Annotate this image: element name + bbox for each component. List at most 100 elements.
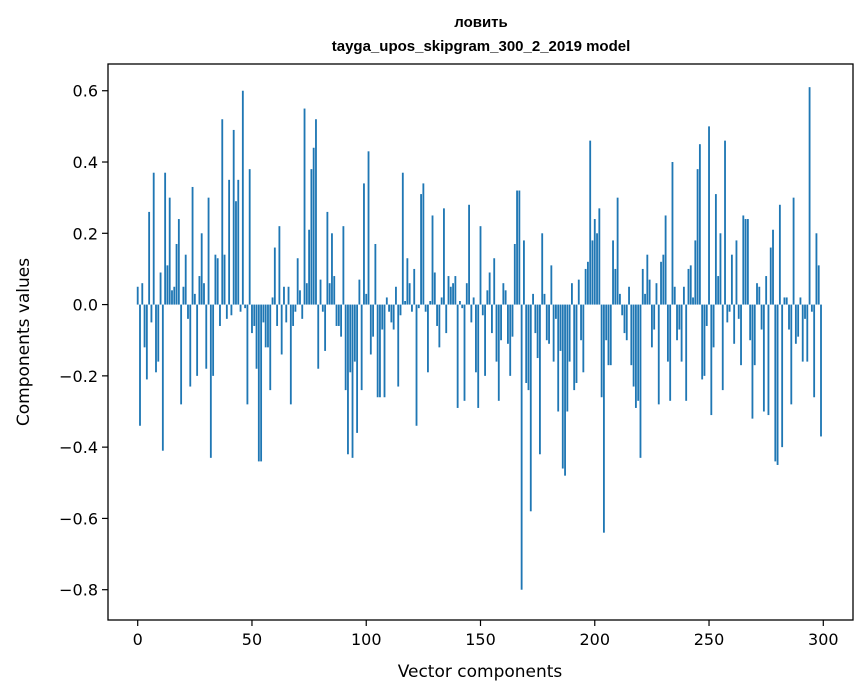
bar: [257, 304, 260, 462]
bar: [363, 183, 365, 305]
bar: [299, 290, 301, 305]
bar: [801, 304, 804, 362]
bar: [461, 304, 464, 309]
bar: [495, 304, 498, 362]
bar: [175, 243, 178, 305]
bar: [447, 276, 450, 305]
bar: [641, 268, 644, 305]
bar: [568, 304, 571, 362]
bar: [614, 268, 617, 305]
bar: [161, 304, 164, 451]
bar: [664, 215, 667, 305]
bar: [397, 304, 400, 387]
bar: [666, 304, 669, 362]
bar: [760, 304, 763, 330]
bar: [289, 304, 292, 405]
bar: [356, 304, 359, 433]
x-tick-label: 150: [465, 630, 496, 649]
bar: [500, 304, 502, 341]
bar: [810, 304, 813, 312]
bar: [408, 283, 411, 305]
bar: [778, 204, 781, 305]
bar: [152, 172, 155, 305]
bar: [794, 304, 797, 344]
bar: [502, 283, 505, 305]
bar: [511, 304, 514, 337]
bar: [548, 304, 550, 344]
bar: [532, 293, 534, 305]
chart-title: ловить: [454, 14, 508, 31]
bar: [427, 304, 429, 373]
y-axis-label: Components values: [14, 258, 34, 426]
bar: [561, 304, 564, 469]
bar: [219, 304, 221, 326]
bar: [577, 279, 580, 305]
bar: [262, 304, 265, 323]
bar: [602, 304, 605, 533]
bar: [644, 293, 646, 305]
bar: [392, 304, 395, 330]
bar: [580, 304, 582, 341]
bar: [534, 304, 537, 334]
bar: [230, 304, 233, 316]
bar: [305, 283, 308, 305]
bar: [698, 144, 701, 305]
bar: [145, 304, 148, 380]
bar: [232, 129, 235, 305]
bar: [253, 304, 256, 326]
bar: [817, 265, 820, 305]
bar: [680, 304, 683, 362]
bar: [820, 304, 822, 437]
bar: [523, 240, 525, 305]
bar: [324, 304, 327, 351]
bar: [596, 233, 598, 305]
bar: [171, 290, 173, 305]
bar: [545, 304, 548, 341]
bar: [248, 169, 251, 305]
bar: [207, 197, 210, 305]
bar: [486, 290, 489, 305]
bar: [225, 304, 228, 319]
bar: [237, 179, 240, 305]
bar: [381, 304, 384, 330]
bar: [264, 304, 267, 348]
bar: [721, 304, 724, 391]
x-axis-label: Vector components: [398, 662, 563, 682]
bar: [431, 215, 434, 305]
bar: [360, 304, 363, 391]
x-tick-label: 250: [694, 630, 725, 649]
bar: [618, 293, 621, 305]
bar: [790, 304, 793, 405]
bar: [634, 304, 637, 408]
bar: [555, 304, 557, 319]
bar: [749, 304, 752, 341]
bar: [319, 279, 322, 305]
bar: [685, 304, 688, 401]
bar: [600, 304, 603, 398]
bar: [143, 304, 146, 348]
bar: [493, 258, 496, 305]
bar: [205, 304, 208, 369]
bar: [774, 304, 777, 462]
x-tick-label: 300: [808, 630, 839, 649]
bar: [415, 304, 418, 426]
bar: [417, 304, 420, 309]
y-tick-label: 0.4: [73, 153, 98, 172]
bar: [682, 286, 685, 305]
bar: [529, 304, 532, 512]
bar: [139, 304, 141, 426]
bar: [292, 304, 295, 326]
bar: [283, 286, 285, 305]
bar: [714, 194, 717, 305]
bar: [335, 304, 338, 326]
y-axis: 0.6 0.4 0.2 0.0 −0.2 −0.4 −0.6 −0.8: [59, 82, 108, 600]
bar: [155, 304, 157, 373]
bar: [769, 247, 772, 305]
bar: [399, 304, 402, 316]
bar: [255, 304, 258, 369]
bar: [358, 279, 361, 305]
bar: [687, 268, 690, 305]
bar: [203, 283, 205, 305]
bar: [799, 297, 802, 305]
